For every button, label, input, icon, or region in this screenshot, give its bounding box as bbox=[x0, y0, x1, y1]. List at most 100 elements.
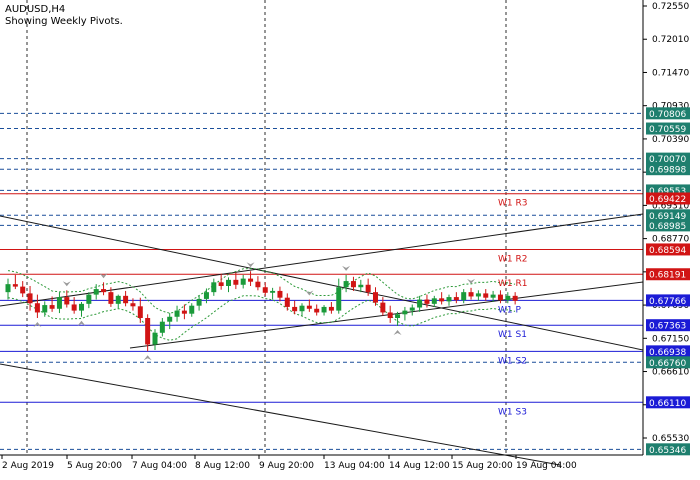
candle-body-28 bbox=[211, 282, 217, 293]
x-tick-label-8: 19 Aug 04:00 bbox=[516, 461, 577, 471]
candle-body-17 bbox=[130, 303, 136, 307]
candle-body-10 bbox=[79, 303, 84, 311]
candle-body-62 bbox=[461, 292, 467, 301]
candle-body-58 bbox=[431, 298, 437, 304]
grid-layer bbox=[26, 0, 507, 455]
x-tick-label-3: 8 Aug 12:00 bbox=[195, 461, 250, 471]
level-label-bg-7 bbox=[646, 219, 690, 232]
pivot-labels-layer: W1 R3 W1 R2 W1 R1 W1 P W1 S1 W1 S2 W1 S3 bbox=[498, 199, 527, 418]
level-label-bg-13 bbox=[646, 356, 690, 369]
x-tick-label-1: 5 Aug 20:00 bbox=[67, 461, 122, 471]
pivot-label-w1-s3: W1 S3 bbox=[498, 407, 527, 417]
level-label-12: 0.66938 bbox=[649, 348, 686, 358]
candle-body-38 bbox=[284, 297, 290, 307]
symbol-title: AUDUSD,H4 bbox=[5, 4, 65, 15]
candle-body-54 bbox=[402, 310, 408, 315]
candle-body-43 bbox=[321, 306, 327, 313]
candle-body-29 bbox=[218, 282, 224, 286]
fractal-up-46 bbox=[342, 265, 351, 271]
candle-body-0 bbox=[5, 284, 11, 293]
candle-body-41 bbox=[306, 305, 312, 309]
candle-body-30 bbox=[226, 279, 231, 286]
x-tick-label-6: 14 Aug 12:00 bbox=[389, 461, 450, 471]
fractal-down-10 bbox=[77, 320, 86, 326]
y-tick-label-4: 0.70390 bbox=[652, 135, 689, 145]
fractals-layer bbox=[33, 262, 476, 361]
candle-body-44 bbox=[328, 306, 334, 311]
level-label-0: 0.70806 bbox=[649, 110, 686, 120]
x-tick-label-5: 13 Aug 04:00 bbox=[324, 461, 385, 471]
pivot-levels-layer bbox=[0, 112, 643, 450]
candle-body-24 bbox=[181, 310, 187, 314]
pivot-label-w1-r1: W1 R1 bbox=[498, 279, 527, 289]
candle-body-14 bbox=[108, 292, 114, 304]
envelope-bands-layer bbox=[7, 268, 516, 341]
x-tick-label-0: 2 Aug 2019 bbox=[2, 461, 54, 471]
level-label-15: 0.65346 bbox=[649, 446, 686, 456]
candle-body-21 bbox=[159, 321, 165, 333]
y-tick-label-7: 0.68770 bbox=[652, 235, 689, 245]
candle-body-3 bbox=[27, 293, 33, 304]
candle-body-19 bbox=[145, 318, 151, 345]
candle-body-42 bbox=[314, 308, 320, 313]
candle-body-7 bbox=[56, 297, 62, 309]
trendline-3 bbox=[0, 363, 561, 466]
candle-body-36 bbox=[270, 290, 276, 293]
level-label-10: 0.67766 bbox=[649, 297, 686, 307]
level-label-3: 0.69898 bbox=[649, 166, 686, 176]
level-label-8: 0.68594 bbox=[649, 246, 686, 256]
level-label-bg-3 bbox=[646, 163, 690, 176]
level-label-7: 0.68985 bbox=[649, 222, 686, 232]
candle-body-49 bbox=[365, 284, 371, 293]
candle-body-60 bbox=[446, 297, 452, 302]
level-label-bg-2 bbox=[646, 152, 690, 165]
axis-layer: 0.72550 0.72010 0.71470 0.70930 0.70390 0.698… bbox=[0, 0, 690, 471]
pivot-subtitle: Showing Weekly Pivots. bbox=[5, 16, 123, 27]
candle-body-48 bbox=[358, 284, 364, 288]
fractal-up-13 bbox=[99, 273, 108, 279]
candle-body-57 bbox=[424, 299, 430, 304]
candle-body-2 bbox=[20, 286, 26, 294]
fractal-up-8 bbox=[62, 281, 71, 287]
candle-body-66 bbox=[490, 294, 496, 298]
y-tick-label-1: 0.72010 bbox=[652, 35, 689, 45]
candle-body-31 bbox=[233, 279, 239, 285]
candle-body-5 bbox=[42, 305, 48, 313]
level-label-2: 0.70070 bbox=[649, 155, 686, 165]
level-label-bg-11 bbox=[646, 319, 690, 332]
candle-body-65 bbox=[483, 293, 489, 298]
candle-body-1 bbox=[12, 284, 18, 287]
candle-body-68 bbox=[505, 295, 511, 301]
y-tick-label-13: 0.65530 bbox=[652, 434, 689, 444]
candle-body-51 bbox=[380, 302, 386, 313]
candle-body-32 bbox=[240, 278, 246, 285]
candle-body-27 bbox=[203, 292, 209, 299]
level-label-5: 0.69422 bbox=[649, 195, 686, 205]
candle-body-33 bbox=[248, 278, 254, 282]
level-label-bg-15 bbox=[646, 443, 690, 456]
candle-body-26 bbox=[196, 298, 202, 306]
x-tick-label-2: 7 Aug 04:00 bbox=[132, 461, 187, 471]
level-label-11: 0.67363 bbox=[649, 322, 686, 332]
candle-body-25 bbox=[189, 305, 195, 314]
candle-body-45 bbox=[336, 287, 342, 311]
candle-body-40 bbox=[299, 305, 305, 312]
level-label-13: 0.66760 bbox=[649, 359, 686, 369]
level-label-bg-1 bbox=[646, 122, 690, 135]
candle-body-18 bbox=[137, 306, 143, 318]
candle-body-20 bbox=[152, 332, 158, 345]
y-tick-label-2: 0.71470 bbox=[652, 68, 689, 78]
candle-body-46 bbox=[343, 281, 349, 288]
candle-body-53 bbox=[395, 314, 401, 318]
pivot-label-w1-s1: W1 S1 bbox=[498, 330, 527, 340]
level-label-bg-6 bbox=[646, 209, 690, 222]
candle-body-69 bbox=[512, 295, 518, 301]
candle-body-35 bbox=[262, 287, 268, 293]
level-label-bg-12 bbox=[646, 345, 690, 358]
level-label-14: 0.66110 bbox=[649, 399, 686, 409]
candle-body-59 bbox=[439, 298, 445, 302]
level-label-bg-0 bbox=[646, 107, 690, 120]
